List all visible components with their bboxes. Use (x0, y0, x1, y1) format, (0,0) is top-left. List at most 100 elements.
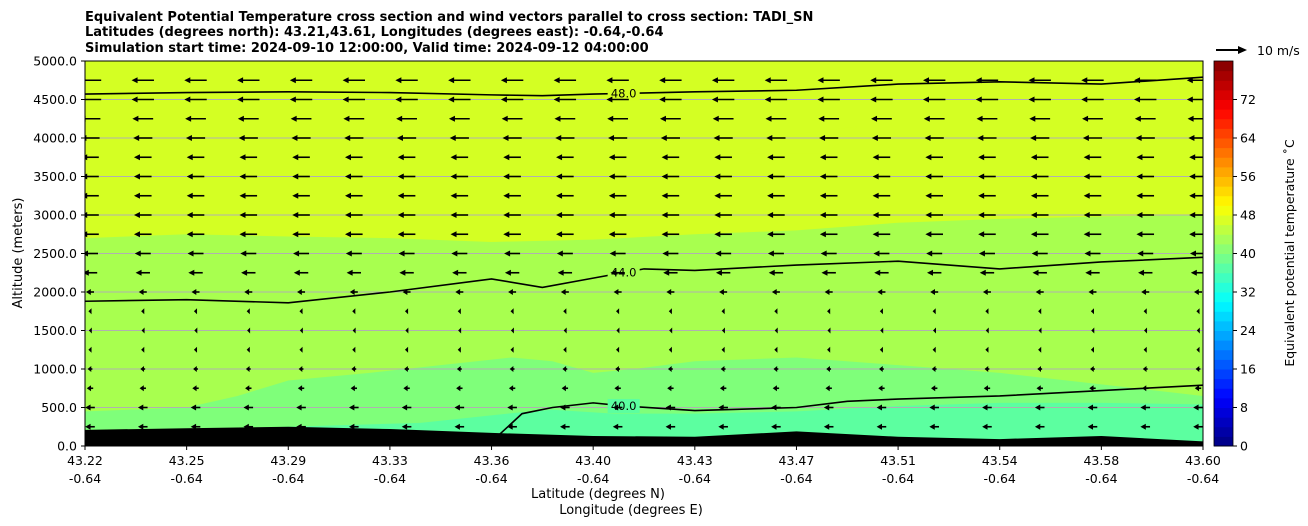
wind-vector-head (1186, 77, 1193, 84)
wind-vector-head (503, 231, 510, 238)
wind-vector-head (190, 404, 197, 411)
wind-vector-head (983, 385, 988, 392)
wind-vector-head (556, 154, 563, 161)
wind-vector-head (135, 269, 142, 276)
wind-vector-head (978, 173, 985, 180)
x-tick-label-lat-7: 43.47 (779, 453, 815, 468)
wind-vector-head (131, 77, 138, 84)
wind-vector-head (876, 423, 882, 430)
wind-vector-head (404, 308, 409, 315)
wind-vector-head (774, 308, 778, 315)
wind-vector-head (1140, 404, 1146, 411)
wind-vector-head (395, 77, 402, 84)
wind-vector-head (719, 289, 724, 295)
wind-vector-head (608, 212, 615, 218)
wind-vector-head (246, 308, 250, 315)
contour-label-bg-0 (607, 86, 640, 101)
x-tick-label-lat-8: 43.51 (880, 453, 916, 468)
wind-vector-head (85, 212, 88, 218)
wind-vector-head (975, 77, 982, 84)
wind-vector-head (1030, 231, 1037, 238)
colorbar-band (1214, 369, 1233, 380)
wind-vector-head (1140, 423, 1146, 430)
wind-vector-head (1143, 346, 1147, 353)
wind-vector-head (924, 135, 931, 141)
wind-vector-head (293, 250, 300, 257)
colorbar-band (1214, 224, 1233, 235)
wind-vector-head (86, 385, 92, 392)
wind-vector-head (1083, 231, 1090, 238)
wind-vector-head (1189, 192, 1196, 199)
terrain-shape (85, 426, 1203, 446)
wind-vector-head (193, 346, 198, 353)
wind-vector-head (345, 154, 352, 161)
wind-vector-head (556, 231, 563, 238)
colorbar-band (1214, 417, 1233, 428)
wind-vectors (85, 77, 1203, 430)
wind-vector-head (659, 77, 666, 84)
wind-vector-head (1090, 346, 1094, 353)
wind-vector-head (1083, 212, 1090, 218)
wind-vector-head (560, 289, 566, 295)
wind-vector-head (352, 308, 356, 315)
wind-vector-head (879, 346, 883, 353)
colorbar-tick-label-6: 48 (1240, 208, 1256, 223)
wind-vector-head (871, 115, 878, 122)
wind-vector-head (557, 269, 564, 276)
wind-vector-head (292, 231, 299, 238)
wind-vector-head (668, 346, 672, 353)
wind-vector-head (405, 327, 409, 334)
wind-vector-head (351, 366, 356, 372)
colorbar-tick-label-8: 64 (1240, 131, 1256, 146)
wind-vector-head (827, 346, 831, 353)
wind-vector-head (140, 366, 145, 372)
wind-vector-head (819, 173, 826, 180)
wind-vector-head (1193, 423, 1199, 430)
wind-vector-head (925, 154, 932, 161)
wind-vector-head (1082, 135, 1089, 141)
colorbar-band (1214, 359, 1233, 370)
wind-vector-head (507, 404, 513, 411)
colorbar-tick-label-2: 16 (1240, 362, 1256, 377)
wind-vector-head (872, 173, 879, 180)
colorbar-tick-label-5: 40 (1240, 246, 1256, 261)
wind-vector-head (133, 154, 140, 161)
wind-vector-head (343, 115, 350, 122)
wind-vector-head (553, 77, 560, 84)
colorbar-band (1214, 70, 1233, 81)
colorbar-tick-label-9: 72 (1240, 92, 1256, 107)
wind-vector-head (345, 173, 352, 180)
colorbar-band (1214, 301, 1233, 312)
wind-vector-head (560, 423, 566, 430)
wind-vector-head (871, 135, 878, 141)
wind-vector-head (401, 404, 408, 411)
x-tick-label-lat-9: 43.54 (982, 453, 1018, 468)
x-axis-ticks: 43.22 -0.64 43.25 -0.64 43.29 -0.64 43.33 -0.64… (67, 446, 1221, 486)
colorbar-band (1214, 272, 1233, 283)
wind-vector-head (1030, 212, 1037, 218)
wind-vector-head (450, 173, 457, 180)
wind-vector-head (237, 115, 244, 122)
wind-vector-head (932, 327, 936, 334)
wind-vector-head (404, 346, 409, 353)
wind-vector-head (932, 346, 936, 353)
wind-vector-head (977, 135, 984, 141)
colorbar-band (1214, 109, 1233, 120)
wind-vector-head (665, 423, 671, 430)
wind-vector-head (186, 212, 193, 218)
wind-vector-head (555, 135, 562, 141)
wind-vector-head (764, 96, 771, 103)
wind-vector-head (345, 231, 352, 238)
wind-vector-head (765, 115, 772, 122)
x-tick-label-lat-2: 43.29 (270, 453, 306, 468)
wind-vector-head (244, 289, 250, 295)
wind-vector-head (661, 231, 668, 238)
wind-vector-head (662, 250, 669, 257)
wind-vector-head (1189, 212, 1196, 218)
wind-vector-head (819, 192, 826, 199)
wind-vector-head (823, 423, 830, 430)
wind-vector-head (502, 135, 509, 141)
wind-vector-head (88, 308, 92, 315)
wind-vector-head (292, 192, 299, 199)
wind-vector-head (607, 115, 614, 122)
